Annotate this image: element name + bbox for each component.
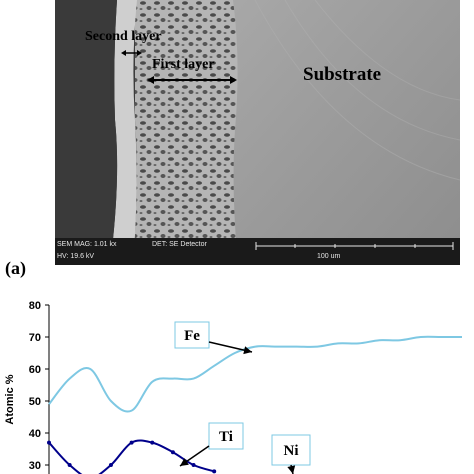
sem-image	[55, 0, 460, 265]
y-tick-label: 30	[29, 460, 41, 472]
second-layer-label: Second layer	[85, 29, 162, 44]
sem-scale-label: 100 um	[317, 253, 341, 260]
sem-micrograph: Second layer First layer Substrate SEM M…	[55, 0, 460, 265]
sem-info-bar: SEM MAG: 1.01 kx HV: 19.6 kV DET: SE Det…	[55, 238, 460, 265]
series-point-ti	[150, 440, 155, 445]
callout-box-fe	[174, 321, 210, 349]
callout-group: Fe Ti Ni	[174, 321, 311, 474]
sem-magnification: SEM MAG: 1.01 kx	[57, 241, 117, 248]
series-group	[47, 335, 462, 474]
first-layer-label: First layer	[152, 57, 215, 72]
callout-arrowhead-fe	[243, 346, 252, 355]
y-tick-group: 80 70 60 50 40 30	[29, 300, 49, 472]
callout-arrowhead-ni	[287, 465, 296, 474]
sem-scale-bar	[255, 242, 454, 250]
callout-arrowhead-ti	[180, 458, 189, 466]
callout-label-ni: Ni	[284, 443, 299, 459]
y-tick-label: 70	[29, 332, 41, 344]
series-point-ti	[170, 450, 175, 455]
y-tick-label: 80	[29, 300, 41, 312]
atomic-percent-chart: 80 70 60 50 40 30 Atomic % Fe Ti Ni	[4, 300, 462, 474]
y-tick-label: 40	[29, 428, 41, 440]
callout-label-fe: Fe	[184, 328, 200, 344]
sem-detector: DET: SE Detector	[152, 241, 207, 248]
series-line-fe	[48, 335, 462, 413]
callout-box-ni	[271, 434, 311, 466]
y-tick-label: 50	[29, 396, 41, 408]
callout-box-ti	[208, 422, 244, 450]
series-point-ti	[212, 469, 217, 474]
y-axis-label: Atomic %	[4, 374, 16, 424]
series-point-ti	[67, 463, 72, 467]
callout-label-ti: Ti	[219, 429, 233, 445]
substrate-label: Substrate	[303, 64, 382, 85]
series-point-ti	[129, 440, 134, 445]
panel-label: (a)	[5, 258, 26, 278]
series-point-ti	[108, 463, 113, 467]
series-line-ti	[48, 439, 215, 474]
y-tick-label: 60	[29, 364, 41, 376]
series-point-ti	[191, 463, 196, 467]
series-point-ti	[47, 440, 51, 445]
sem-voltage: HV: 19.6 kV	[57, 253, 95, 260]
